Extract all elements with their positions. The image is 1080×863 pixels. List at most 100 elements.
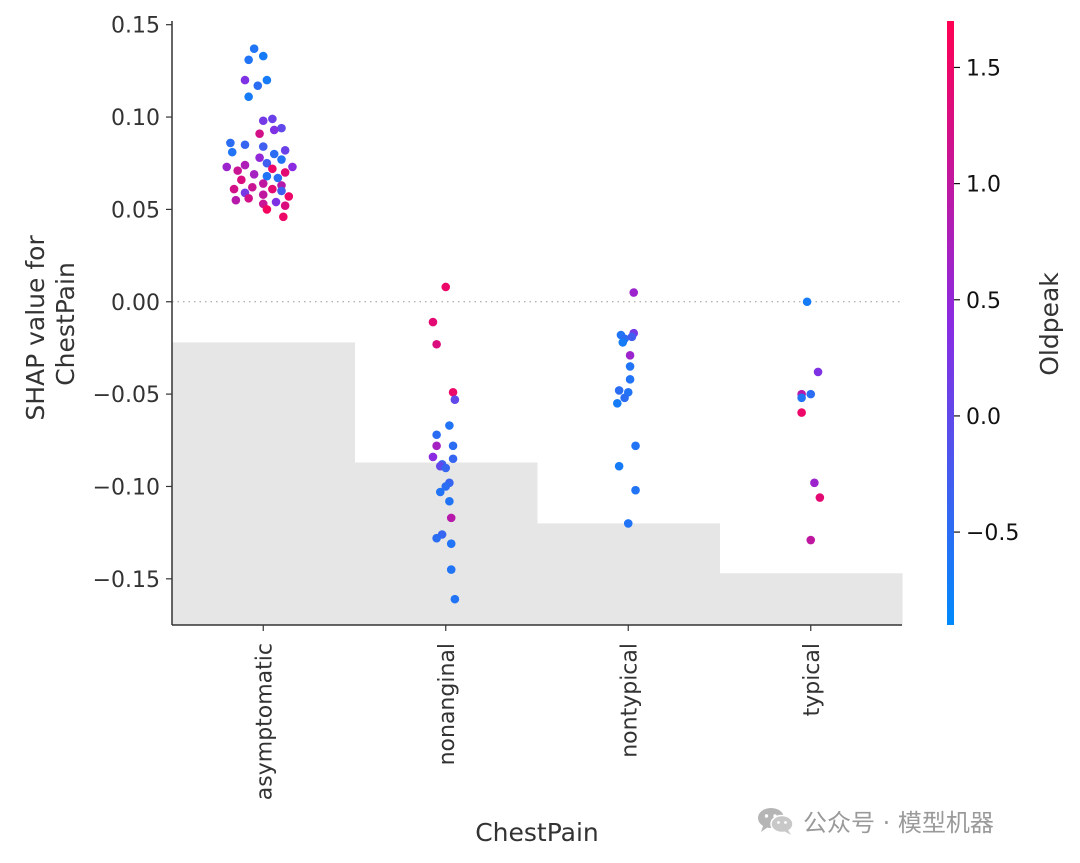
- point-asymptomatic-28: [262, 171, 272, 181]
- point-asymptomatic-42: [271, 197, 281, 207]
- point-asymptomatic-41: [231, 195, 241, 205]
- point-typical-8: [806, 535, 816, 545]
- point-asymptomatic-4: [240, 75, 250, 85]
- point-nontypical-0: [629, 288, 639, 297]
- point-nonanginal-16: [435, 487, 445, 497]
- point-nontypical-6: [625, 351, 635, 360]
- point-nonanginal-10: [448, 454, 458, 464]
- y-axis-title-line-2: ChestPain: [51, 262, 80, 386]
- colorbar-title: Oldpeak: [1035, 272, 1064, 376]
- point-nontypical-8: [625, 375, 635, 384]
- point-asymptomatic-20: [262, 158, 272, 168]
- point-asymptomatic-24: [268, 164, 277, 174]
- point-typical-1: [813, 367, 823, 377]
- y-tick-label-3: 0.00: [111, 291, 160, 316]
- point-nonanginal-4: [450, 395, 460, 404]
- point-typical-0: [802, 297, 812, 307]
- x-tick-label-asymptomatic: asymptomatic: [252, 643, 277, 800]
- point-asymptomatic-7: [268, 114, 277, 124]
- colorbar-tick-label-1: 1.0: [966, 173, 1001, 198]
- colorbar-tick-label-3: 0.0: [966, 405, 1001, 430]
- watermark: 公众号 · 模型机器: [757, 803, 994, 838]
- point-typical-7: [815, 493, 825, 502]
- point-nonanginal-0: [441, 282, 451, 292]
- x-axis-title: ChestPain: [475, 818, 599, 847]
- point-typical-2: [806, 389, 816, 399]
- point-nontypical-13: [631, 441, 640, 451]
- point-nonanginal-7: [448, 441, 458, 451]
- point-asymptomatic-45: [262, 205, 272, 214]
- colorbar-gradient: [947, 21, 954, 625]
- y-axis-ticks: 0.15 0.10 0.05 0.00 −0.05 −0.10 −0.15: [93, 14, 172, 593]
- point-asymptomatic-9: [277, 123, 286, 133]
- point-asymptomatic-11: [255, 129, 264, 138]
- point-nonanginal-15: [441, 482, 451, 491]
- point-nonanginal-3: [448, 387, 458, 397]
- point-asymptomatic-27: [249, 170, 259, 179]
- y-axis-title-line-1: SHAP value for: [21, 235, 50, 421]
- x-axis-ticks: asymptomatic nonanginal nontypical typical: [252, 625, 825, 800]
- point-asymptomatic-30: [237, 175, 246, 185]
- y-tick-label-0: 0.15: [111, 14, 160, 39]
- point-typical-5: [797, 408, 806, 417]
- point-nontypical-16: [623, 519, 633, 528]
- point-asymptomatic-0: [249, 44, 259, 54]
- point-asymptomatic-38: [258, 190, 268, 199]
- point-asymptomatic-5: [253, 81, 263, 90]
- point-asymptomatic-29: [273, 173, 283, 183]
- histogram-bar-nontypical: [537, 523, 720, 625]
- point-nonanginal-22: [446, 565, 456, 574]
- point-asymptomatic-33: [248, 182, 257, 192]
- colorbar: 1.5 1.0 0.5 0.0 −0.5: [947, 21, 1019, 625]
- point-nontypical-11: [620, 393, 629, 403]
- y-axis-title: SHAP value for ChestPain: [21, 227, 80, 420]
- point-nonanginal-8: [432, 441, 441, 451]
- point-typical-6: [810, 478, 819, 488]
- point-asymptomatic-21: [240, 160, 250, 170]
- point-nonanginal-13: [441, 463, 451, 473]
- point-asymptomatic-1: [258, 51, 268, 61]
- point-nonanginal-6: [432, 430, 441, 440]
- point-nontypical-14: [614, 461, 624, 471]
- point-nontypical-9: [614, 386, 624, 395]
- point-nonanginal-1: [428, 317, 438, 327]
- point-asymptomatic-13: [240, 140, 250, 150]
- histogram-bar-asymptomatic: [172, 342, 355, 625]
- point-nontypical-4: [627, 332, 637, 342]
- point-asymptomatic-16: [227, 147, 237, 157]
- point-asymptomatic-36: [277, 186, 286, 196]
- point-asymptomatic-14: [258, 142, 268, 151]
- point-asymptomatic-22: [288, 162, 297, 172]
- point-asymptomatic-2: [244, 55, 253, 65]
- point-nonanginal-5: [445, 421, 454, 430]
- point-typical-4: [797, 393, 806, 403]
- point-nontypical-12: [613, 399, 622, 408]
- colorbar-tick-label-2: 0.5: [966, 289, 1001, 314]
- y-tick-label-4: −0.05: [93, 383, 160, 408]
- point-asymptomatic-44: [280, 201, 290, 211]
- point-nontypical-5: [618, 338, 628, 347]
- point-asymptomatic-40: [244, 194, 253, 203]
- y-tick-label-5: −0.10: [93, 475, 160, 500]
- point-nonanginal-18: [446, 513, 456, 523]
- point-asymptomatic-8: [258, 116, 268, 126]
- point-nonanginal-9: [428, 452, 438, 462]
- point-asymptomatic-17: [269, 149, 279, 159]
- point-nonanginal-23: [450, 594, 460, 604]
- y-tick-label-6: −0.15: [93, 568, 160, 593]
- watermark-text: 公众号 · 模型机器: [803, 809, 994, 837]
- point-asymptomatic-12: [226, 138, 235, 148]
- histogram-bar-typical: [719, 573, 903, 625]
- point-nontypical-15: [631, 485, 640, 495]
- point-nonanginal-20: [432, 533, 441, 543]
- point-asymptomatic-26: [280, 168, 290, 177]
- point-asymptomatic-18: [255, 153, 264, 162]
- point-asymptomatic-46: [279, 212, 288, 222]
- colorbar-tick-label-4: −0.5: [966, 521, 1019, 546]
- plot-axes: [171, 21, 902, 626]
- point-asymptomatic-23: [222, 162, 232, 172]
- wechat-icon: [758, 807, 794, 835]
- point-asymptomatic-25: [233, 166, 242, 175]
- point-nonanginal-21: [446, 539, 456, 549]
